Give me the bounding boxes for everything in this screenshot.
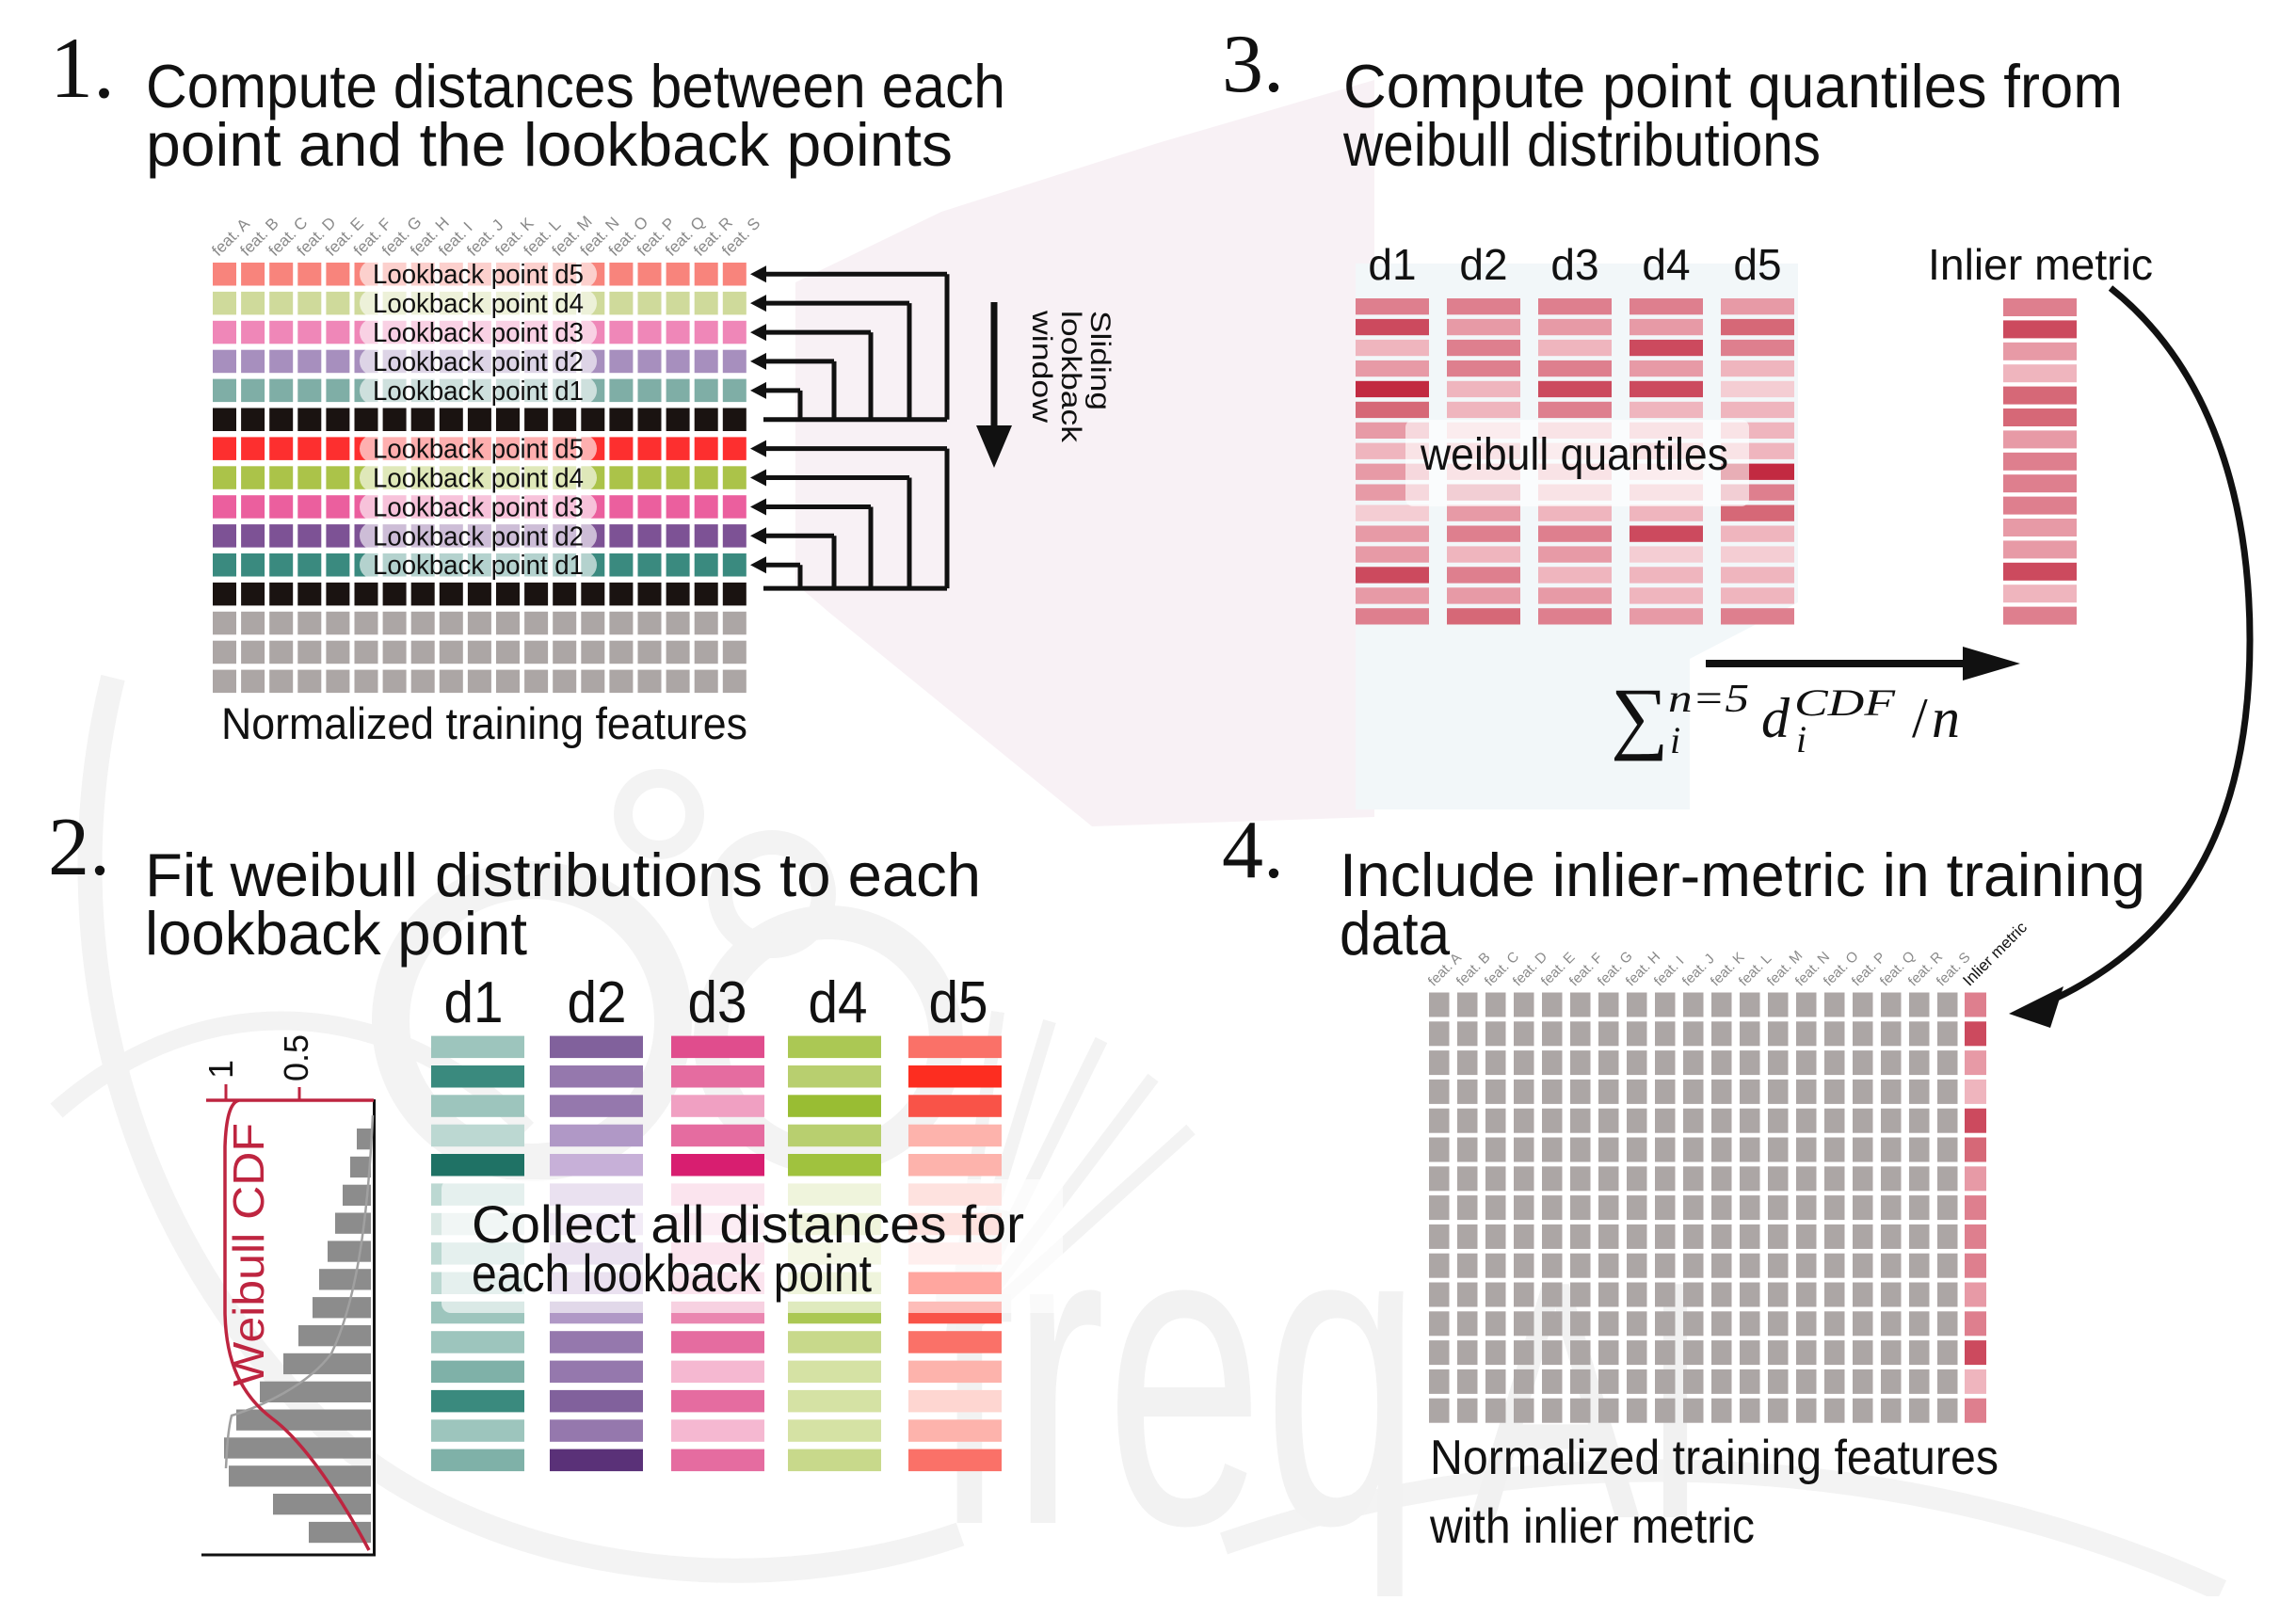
svg-text:Weibull CDF: Weibull CDF	[224, 1123, 273, 1386]
svg-text:Lookback point d2: Lookback point d2	[373, 347, 584, 377]
svg-text:lookback point: lookback point	[145, 899, 527, 968]
svg-text:4.: 4.	[1222, 805, 1284, 896]
svg-text:Lookback point d3: Lookback point d3	[373, 493, 584, 523]
svg-text:Lookback point d5: Lookback point d5	[373, 260, 584, 290]
svg-text:1: 1	[201, 1060, 240, 1079]
svg-text:Lookback point d4: Lookback point d4	[373, 464, 584, 494]
svg-text:Lookback point d5: Lookback point d5	[373, 435, 584, 465]
svg-text:Normalized training features: Normalized training features	[1430, 1431, 1999, 1485]
svg-text:d2: d2	[1459, 240, 1507, 289]
svg-text:1.: 1.	[50, 20, 115, 116]
svg-text:point and the lookback points: point and the lookback points	[146, 110, 953, 179]
svg-text:Lookback point d1: Lookback point d1	[373, 551, 584, 581]
svg-text:Lookback point d3: Lookback point d3	[373, 318, 584, 348]
svg-text:with inlier metric: with inlier metric	[1429, 1499, 1755, 1554]
svg-text:d1: d1	[1368, 240, 1416, 289]
svg-text:weibull quantiles: weibull quantiles	[1420, 430, 1728, 480]
svg-text:i: i	[1796, 718, 1806, 760]
svg-text:3.: 3.	[1222, 19, 1284, 110]
svg-text:Lookback point d4: Lookback point d4	[373, 289, 584, 319]
svg-text:/: /	[1912, 687, 1928, 749]
svg-text:d4: d4	[1642, 240, 1690, 289]
svg-text:i: i	[1670, 719, 1680, 761]
svg-text:d1: d1	[444, 970, 504, 1035]
svg-text:d5: d5	[929, 970, 988, 1035]
svg-text:Normalized training features: Normalized training features	[221, 698, 747, 748]
svg-text:weibull distributions: weibull distributions	[1342, 110, 1821, 179]
svg-text:0.5: 0.5	[277, 1034, 315, 1081]
svg-text:Include inlier-metric in train: Include inlier-metric in training	[1340, 841, 2145, 909]
svg-text:∑: ∑	[1611, 671, 1668, 761]
svg-text:2.: 2.	[48, 802, 110, 893]
svg-text:Slidinglookbackwindow: Slidinglookbackwindow	[1026, 310, 1116, 443]
svg-text:Fit weibull distributions to e: Fit weibull distributions to each	[145, 841, 981, 909]
svg-text:d5: d5	[1733, 240, 1781, 289]
svg-text:Compute distances between each: Compute distances between each	[146, 52, 1005, 120]
svg-text:Lookback point d1: Lookback point d1	[373, 376, 584, 407]
svg-text:data: data	[1340, 899, 1451, 968]
svg-text:d: d	[1761, 687, 1790, 749]
svg-text:d3: d3	[688, 970, 747, 1035]
svg-text:Compute point quantiles from: Compute point quantiles from	[1343, 52, 2123, 120]
svg-text:d3: d3	[1550, 240, 1598, 289]
svg-text:Lookback point d2: Lookback point d2	[373, 521, 584, 552]
svg-text:each lookback point: each lookback point	[472, 1243, 872, 1303]
svg-text:d2: d2	[568, 970, 627, 1035]
svg-text:d4: d4	[809, 970, 868, 1035]
svg-text:Collect all distances for: Collect all distances for	[472, 1194, 1024, 1254]
svg-text:n: n	[1932, 687, 1960, 749]
svg-text:CDF: CDF	[1794, 681, 1896, 724]
svg-text:n=5: n=5	[1668, 678, 1749, 721]
svg-text:Inlier metric: Inlier metric	[1928, 240, 2153, 289]
